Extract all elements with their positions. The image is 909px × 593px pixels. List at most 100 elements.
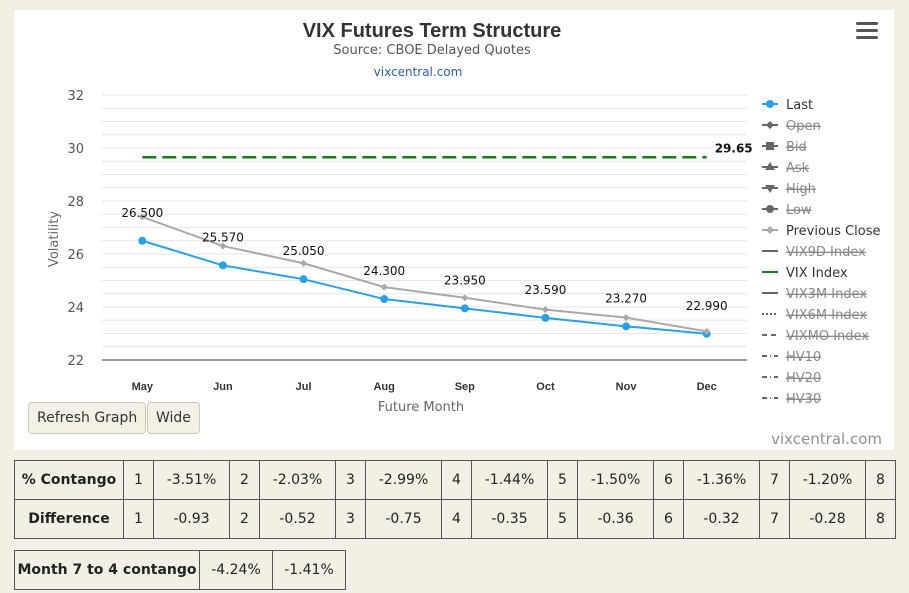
data-label: 26.500 xyxy=(121,206,163,220)
legend-label: HV30 xyxy=(786,392,821,407)
legend-label: Last xyxy=(786,98,813,113)
data-label: 23.270 xyxy=(605,291,647,305)
table-cell: -0.36 xyxy=(577,499,654,539)
table-cell: -4.24% xyxy=(199,550,273,590)
table-cell: 6 xyxy=(653,460,684,500)
x-tick-label: Oct xyxy=(536,381,555,393)
y-tick-label: 26 xyxy=(67,248,84,263)
legend-item-vix3m-index[interactable]: VIX3M Index xyxy=(762,287,867,302)
legend-layer[interactable]: Last Open Bid Ask High Low Previous Close VIX9D… xyxy=(762,98,881,407)
table-cell: 8 xyxy=(865,460,896,500)
table-cell: -1.41% xyxy=(272,550,346,590)
x-axis-title: Future Month xyxy=(378,400,464,415)
table-cell: -1.20% xyxy=(789,460,866,500)
legend-item-vix6m-index[interactable]: VIX6M Index xyxy=(762,308,867,323)
table-cell: 5 xyxy=(547,499,578,539)
x-tick-label: Dec xyxy=(697,381,717,393)
legend-symbol xyxy=(766,142,774,150)
table-row: Difference 1 -0.93 2 -0.52 3 -0.75 4 -0.… xyxy=(14,499,896,539)
data-point-previous-close[interactable] xyxy=(219,242,227,250)
y-tick-label: 22 xyxy=(67,354,84,369)
table-cell: 8 xyxy=(865,499,896,539)
data-label: 22.990 xyxy=(686,299,728,313)
chart-source-link[interactable]: vixcentral.com xyxy=(374,65,463,79)
x-tick-label: Sep xyxy=(455,381,475,393)
legend-label: Bid xyxy=(786,140,807,155)
table-cell: -0.32 xyxy=(683,499,760,539)
row-label: Difference xyxy=(14,499,124,539)
legend-label: VIX Index xyxy=(786,266,848,281)
legend-item-vix-index[interactable]: VIX Index xyxy=(762,266,848,281)
data-point-previous-close[interactable] xyxy=(300,259,308,267)
table-cell: 4 xyxy=(441,499,472,539)
watermark: vixcentral.com xyxy=(771,430,882,448)
x-tick-label: Jul xyxy=(296,381,312,393)
data-point-previous-close[interactable] xyxy=(541,306,549,314)
legend-item-last[interactable]: Last xyxy=(762,98,813,113)
legend-item-bid[interactable]: Bid xyxy=(762,140,807,155)
data-point-previous-close[interactable] xyxy=(622,314,630,322)
x-tick-label: May xyxy=(132,381,154,393)
data-point[interactable] xyxy=(138,236,147,245)
legend-item-ask[interactable]: Ask xyxy=(762,161,810,176)
data-point[interactable] xyxy=(460,304,469,313)
table-cell: 5 xyxy=(547,460,578,500)
table-cell: -1.36% xyxy=(683,460,760,500)
legend-item-low[interactable]: Low xyxy=(762,203,812,218)
data-point[interactable] xyxy=(299,275,308,284)
legend-item-high[interactable]: High xyxy=(762,182,816,197)
wide-button[interactable]: Wide xyxy=(147,402,200,434)
table-cell: 3 xyxy=(335,460,366,500)
data-point-previous-close[interactable] xyxy=(138,213,146,221)
table-cell: -2.99% xyxy=(365,460,442,500)
table-cell: 7 xyxy=(759,499,790,539)
legend-label: Open xyxy=(786,119,821,134)
table-cell: 6 xyxy=(653,499,684,539)
data-point[interactable] xyxy=(218,261,227,270)
legend-item-vix9d-index[interactable]: VIX9D Index xyxy=(762,245,866,260)
series-layer xyxy=(138,156,711,338)
legend-label: VIX9D Index xyxy=(786,245,866,260)
legend-label: Low xyxy=(786,203,812,218)
data-point[interactable] xyxy=(622,322,631,331)
table-cell: 3 xyxy=(335,499,366,539)
data-point-previous-close[interactable] xyxy=(461,294,469,302)
data-label: 23.950 xyxy=(444,273,486,287)
x-tick-label: Jun xyxy=(213,381,233,393)
data-point[interactable] xyxy=(380,295,389,304)
data-point-previous-close[interactable] xyxy=(703,327,711,335)
data-label: 25.050 xyxy=(283,244,325,258)
row-label: % Contango xyxy=(14,460,124,500)
hamburger-menu-icon[interactable] xyxy=(856,22,878,40)
legend-label: VIX6M Index xyxy=(786,308,867,323)
data-label: 25.570 xyxy=(202,230,244,244)
chart-subtitle: Source: CBOE Delayed Quotes xyxy=(333,43,531,58)
legend-item-hv10[interactable]: HV10 xyxy=(762,350,821,365)
x-tick-label: Aug xyxy=(373,381,394,393)
data-label: 23.590 xyxy=(524,283,566,297)
table-cell: 4 xyxy=(441,460,472,500)
legend-symbol xyxy=(766,100,774,108)
data-point[interactable] xyxy=(541,313,550,322)
table-cell: 1 xyxy=(123,499,154,539)
table-cell: -0.28 xyxy=(789,499,866,539)
legend-item-hv20[interactable]: HV20 xyxy=(762,371,821,386)
table-cell: -0.93 xyxy=(153,499,230,539)
legend-label: Previous Close xyxy=(786,224,881,239)
legend-item-previous-close[interactable]: Previous Close xyxy=(762,224,881,239)
table-cell: -2.03% xyxy=(259,460,336,500)
table-cell: 7 xyxy=(759,460,790,500)
y-axis-title: Volatility xyxy=(47,211,62,267)
x-tick-label: Nov xyxy=(616,381,638,393)
data-point-previous-close[interactable] xyxy=(380,283,388,291)
y-tick-label: 24 xyxy=(67,301,84,316)
table-cell: 2 xyxy=(229,460,260,500)
legend-symbol xyxy=(766,226,774,234)
legend-label: HV10 xyxy=(786,350,821,365)
legend-symbol xyxy=(766,205,774,213)
label-layer: 26.500 25.570 25.050 24.300 23.950 23.590 23.2… xyxy=(121,141,752,312)
legend-item-hv30[interactable]: HV30 xyxy=(762,392,821,407)
legend-item-open[interactable]: Open xyxy=(762,119,821,134)
legend-item-vixmo-index[interactable]: VIXMO Index xyxy=(762,329,869,344)
refresh-graph-button[interactable]: Refresh Graph xyxy=(28,402,147,434)
